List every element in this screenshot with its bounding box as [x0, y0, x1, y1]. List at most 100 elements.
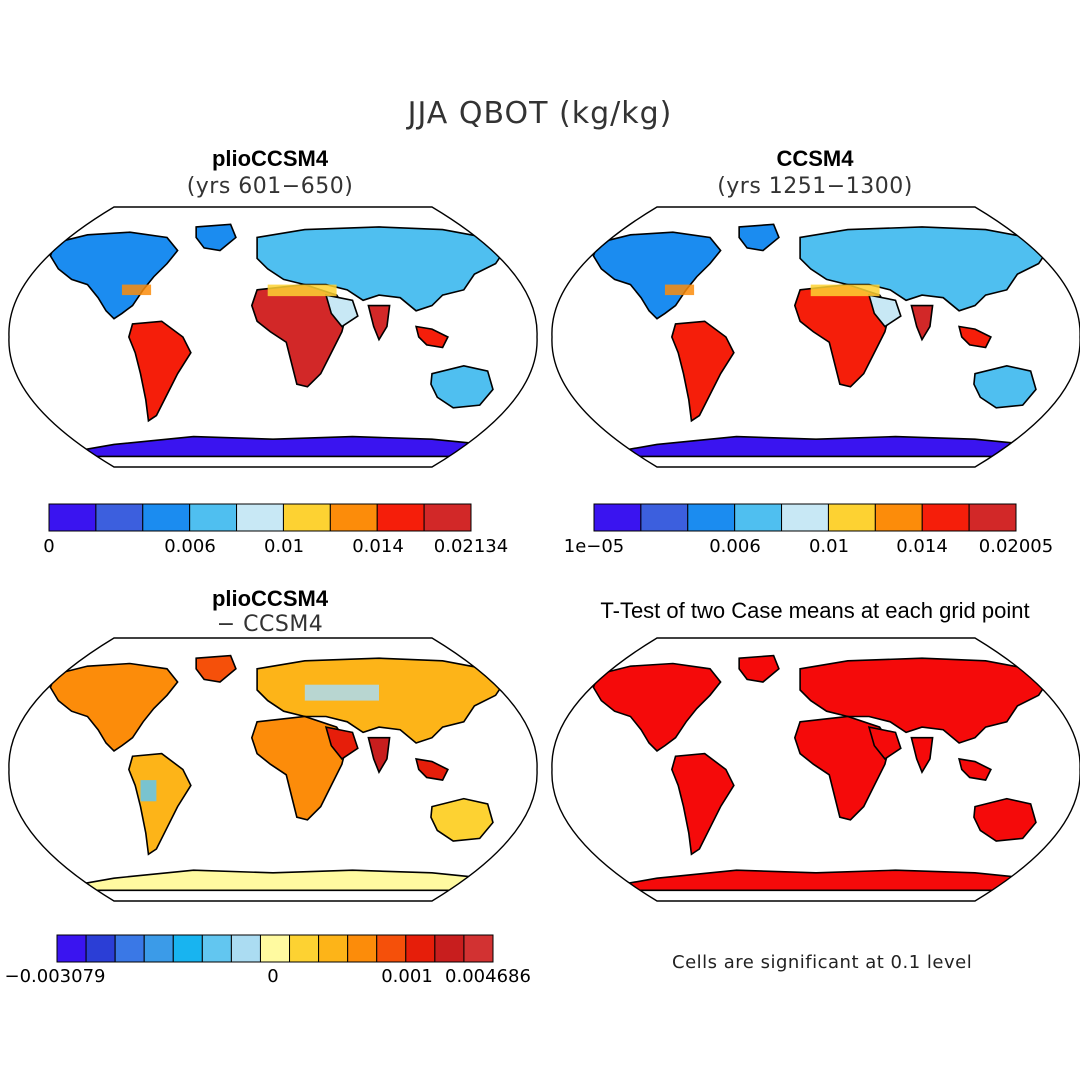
colorbar-top-left: [48, 503, 472, 532]
cb-bl-bin-3: [143, 934, 174, 963]
cb-tl-bin-6: [329, 503, 378, 532]
cb-tr-bin-0: [593, 503, 642, 532]
cb-bl-bin-6: [230, 934, 261, 963]
map-tl-antarctica: [44, 435, 504, 458]
map-tl-europeAsia: [256, 226, 508, 312]
cb-tr-tick-3: 0.014: [896, 536, 948, 557]
cb-bl-bin-0: [56, 934, 87, 963]
cb-tr-bin-8: [968, 503, 1017, 532]
cb-bl-bin-12: [405, 934, 436, 963]
map-bl-antarctica: [44, 869, 504, 892]
cb-tl-bin-1: [95, 503, 144, 532]
bl-asia-cool-patch: [304, 684, 379, 701]
map-tr-australia: [973, 364, 1037, 409]
tr-gulf-band: [664, 284, 695, 296]
map-br-antarctica: [587, 869, 1047, 892]
map-br-arabia: [867, 726, 902, 760]
cb-tr-tick-4: 0.02005: [978, 536, 1054, 557]
map-br-india: [910, 736, 934, 774]
map-top-right: [551, 206, 1080, 468]
cb-tr-bin-4: [781, 503, 829, 532]
significance-note: Cells are significant at 0.1 level: [672, 952, 973, 973]
map-br-northAmerica: [592, 662, 722, 752]
map-tr-seAsia: [958, 325, 992, 349]
map-tl-arabia: [324, 294, 359, 328]
map-bottom-right: [551, 637, 1080, 902]
tr-sahel-band: [810, 284, 880, 297]
cb-bl-bin-10: [347, 934, 378, 963]
panel-top-right-title: CCSM4: [776, 146, 854, 171]
cb-tr-tick-0: 1e−05: [563, 536, 625, 557]
map-br-australia: [973, 797, 1037, 842]
cb-tl-bin-7: [376, 503, 425, 532]
map-bl-greenland: [195, 654, 237, 683]
cb-tr-bin-1: [640, 503, 689, 532]
cb-bl-bin-11: [376, 934, 407, 963]
panel-top-left-title: plioCCSM4: [211, 146, 329, 171]
cb-tr-tick-1: 0.006: [709, 536, 761, 557]
map-tr-europeAsia: [799, 226, 1051, 312]
cb-tr-bin-7: [921, 503, 970, 532]
cb-tl-bin-3: [189, 503, 238, 532]
map-tl-seAsia: [415, 325, 449, 349]
map-tr-arabia: [867, 294, 902, 328]
cb-bl-tick-2: 0.001: [381, 966, 433, 987]
panel-top-left-subtitle: (yrs 601−650): [186, 174, 354, 199]
map-tl-australia: [430, 364, 494, 409]
map-br-seAsia: [958, 757, 992, 781]
cb-bl-tick-3: 0.004686: [445, 966, 531, 987]
map-tl-southAmerica: [127, 320, 192, 423]
cb-tl-tick-3: 0.014: [352, 536, 404, 557]
cb-bl-bin-4: [172, 934, 203, 963]
panel-top-right-subtitle: (yrs 1251−1300): [717, 174, 913, 199]
cb-tr-tick-2: 0.01: [808, 536, 850, 557]
cb-bl-bin-5: [201, 934, 232, 963]
cb-bl-bin-9: [318, 934, 349, 963]
cb-tl-bin-8: [423, 503, 472, 532]
cb-bl-bin-8: [289, 934, 320, 963]
cb-bl-bin-13: [434, 934, 465, 963]
cb-tl-tick-1: 0.006: [164, 536, 216, 557]
map-tr-northAmerica: [592, 231, 722, 320]
cb-bl-tick-0: −0.003079: [4, 966, 106, 987]
map-tr-southAmerica: [670, 320, 735, 423]
figure-title: JJA QBOT (kg/kg): [407, 96, 673, 131]
map-bl-australia: [430, 797, 494, 842]
cb-tl-bin-0: [48, 503, 97, 532]
map-tl-greenland: [195, 223, 237, 252]
map-bl-northAmerica: [49, 662, 179, 752]
panel-bottom-right-title: T-Test of two Case means at each grid po…: [600, 598, 1030, 623]
cb-bl-bin-1: [85, 934, 116, 963]
cb-tl-tick-0: 0: [43, 536, 55, 557]
cb-tr-bin-3: [734, 503, 783, 532]
map-bl-arabia: [324, 726, 359, 760]
map-tl-northAmerica: [49, 231, 179, 320]
map-bl-seAsia: [415, 757, 449, 781]
map-br-europeAsia: [799, 657, 1051, 744]
tl-gulf-band: [121, 284, 152, 296]
map-bottom-left: [8, 637, 538, 902]
colorbar-top-right: [593, 503, 1017, 532]
cb-tr-bin-5: [827, 503, 876, 532]
cb-tl-bin-2: [142, 503, 191, 532]
bl-andes-cool-patch: [140, 780, 157, 802]
panel-bottom-left-subtitle: − CCSM4: [216, 612, 324, 637]
cb-bl-tick-1: 0: [267, 966, 279, 987]
cb-bl-bin-7: [259, 934, 291, 963]
cb-tl-bin-4: [236, 503, 284, 532]
panel-bottom-left-title: plioCCSM4: [211, 586, 329, 611]
map-br-southAmerica: [670, 752, 735, 856]
cb-tl-bin-5: [282, 503, 331, 532]
tl-sahel-band: [267, 284, 337, 297]
colorbar-bottom-left: [56, 934, 494, 963]
map-bl-india: [367, 736, 391, 774]
cb-tl-tick-2: 0.01: [263, 536, 305, 557]
map-tr-greenland: [738, 223, 780, 252]
cb-tr-bin-2: [687, 503, 736, 532]
cb-tl-tick-4: 0.02134: [433, 536, 509, 557]
map-tl-india: [367, 304, 391, 342]
map-bl-europeAsia: [256, 657, 508, 744]
map-tr-india: [910, 304, 934, 342]
map-tr-antarctica: [587, 435, 1047, 458]
cb-bl-bin-2: [114, 934, 145, 963]
